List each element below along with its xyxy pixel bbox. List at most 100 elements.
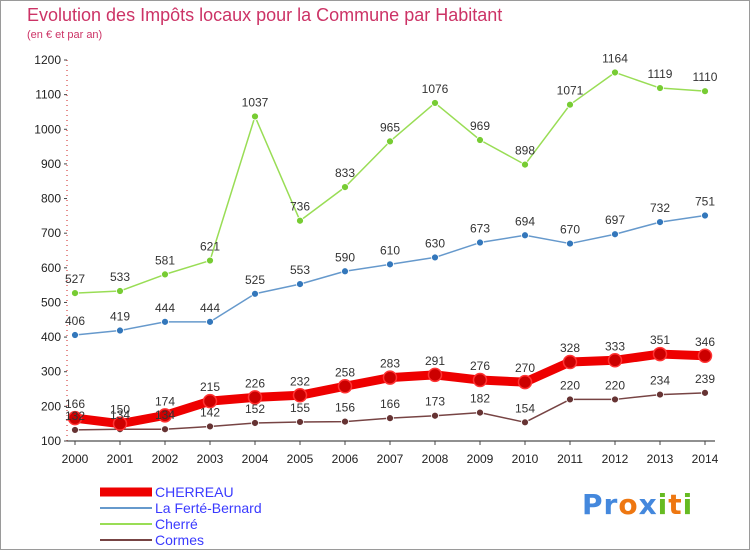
data-point xyxy=(656,390,664,399)
y-tick-label: 1100 xyxy=(35,88,61,102)
data-label: 630 xyxy=(425,236,445,250)
data-label: 270 xyxy=(515,361,535,375)
logo-letter: i xyxy=(682,488,694,521)
data-label: 670 xyxy=(560,223,580,237)
x-tick-label: 2014 xyxy=(692,452,719,466)
data-point xyxy=(521,231,529,240)
data-point xyxy=(206,317,214,326)
data-point xyxy=(247,390,263,405)
x-tick-label: 2003 xyxy=(197,452,224,466)
legend-swatch xyxy=(100,507,152,509)
data-point xyxy=(656,218,664,226)
legend-swatch xyxy=(100,487,152,497)
data-label: 276 xyxy=(470,359,490,373)
data-label: 406 xyxy=(65,314,85,328)
data-point xyxy=(161,317,169,326)
data-point xyxy=(386,414,394,423)
data-point xyxy=(296,418,304,426)
data-label: 166 xyxy=(65,397,85,411)
chart-subtitle: (en € et par an) xyxy=(27,29,103,41)
data-point xyxy=(431,253,439,262)
data-point xyxy=(427,367,443,383)
data-label: 258 xyxy=(335,365,355,379)
data-label: 1164 xyxy=(602,51,628,65)
data-point xyxy=(652,346,668,362)
data-label: 553 xyxy=(290,263,310,277)
legend-swatch xyxy=(100,539,152,541)
data-label: 351 xyxy=(650,333,670,347)
data-point xyxy=(161,270,169,279)
data-label: 328 xyxy=(560,341,580,355)
x-tick-label: 2011 xyxy=(557,452,583,466)
data-label: 220 xyxy=(560,378,580,392)
data-label: 581 xyxy=(155,253,175,267)
y-tick-label: 500 xyxy=(41,295,61,309)
data-point xyxy=(251,289,259,298)
data-point xyxy=(431,411,439,420)
data-point xyxy=(517,374,533,390)
data-point xyxy=(112,416,128,431)
data-label: 898 xyxy=(515,144,535,158)
x-tick-label: 2009 xyxy=(467,452,494,466)
data-label: 132 xyxy=(65,409,85,423)
y-tick-label: 600 xyxy=(41,261,61,275)
data-label: 1119 xyxy=(648,67,673,81)
data-label: 232 xyxy=(290,374,310,388)
data-label: 134 xyxy=(155,408,175,422)
chart-axes: 100 200 300 400 500 600 700 800 900 1000 1100 1200 2… xyxy=(34,53,718,466)
data-point xyxy=(251,419,259,427)
data-point xyxy=(341,267,349,276)
data-point xyxy=(337,379,353,394)
logo-letter: i xyxy=(657,488,669,521)
data-point xyxy=(611,230,619,239)
data-point xyxy=(116,326,124,335)
data-label: 965 xyxy=(380,120,400,134)
data-point xyxy=(292,388,308,403)
data-label: 590 xyxy=(335,250,355,264)
data-point xyxy=(611,395,619,404)
x-tick-label: 2007 xyxy=(377,452,404,466)
data-point xyxy=(116,287,124,295)
data-label: 166 xyxy=(380,397,400,411)
data-point xyxy=(472,372,488,388)
data-label: 525 xyxy=(245,273,265,287)
data-label: 610 xyxy=(380,243,400,257)
y-tick-label: 900 xyxy=(41,157,61,171)
data-point xyxy=(206,256,214,265)
data-label: 283 xyxy=(380,357,400,371)
data-point xyxy=(296,280,304,288)
data-point xyxy=(656,84,664,92)
data-label: 751 xyxy=(695,195,715,209)
logo-letter: x xyxy=(638,488,658,521)
data-label: 527 xyxy=(65,272,85,286)
data-point xyxy=(566,239,574,248)
logo-letter: r xyxy=(603,488,619,521)
data-label: 220 xyxy=(605,378,625,392)
data-point xyxy=(386,260,394,269)
data-label: 234 xyxy=(650,374,670,388)
data-label: 621 xyxy=(200,240,220,254)
data-point xyxy=(701,211,709,220)
data-point xyxy=(71,426,79,434)
chart-data-labels: 166 150 174 215 226 232 258 283 291 276 270 328 333 3… xyxy=(65,51,718,422)
data-point xyxy=(566,100,574,109)
data-point xyxy=(341,183,349,192)
y-tick-label: 300 xyxy=(41,365,61,379)
data-point xyxy=(296,216,304,225)
legend-swatch xyxy=(100,523,152,525)
data-label: 444 xyxy=(155,301,175,315)
y-tick-label: 200 xyxy=(41,399,61,413)
data-label: 142 xyxy=(200,405,220,419)
data-point xyxy=(701,87,709,96)
data-point xyxy=(476,136,484,144)
data-label: 533 xyxy=(110,270,130,284)
data-label: 239 xyxy=(695,372,715,386)
data-point xyxy=(521,418,529,427)
data-label: 182 xyxy=(470,392,490,406)
data-point xyxy=(251,112,259,121)
x-tick-label: 2013 xyxy=(647,452,674,466)
x-tick-label: 2006 xyxy=(332,452,359,466)
chart-title: Evolution des Impôts locaux pour la Comm… xyxy=(27,5,503,25)
data-label: 1076 xyxy=(422,82,449,96)
